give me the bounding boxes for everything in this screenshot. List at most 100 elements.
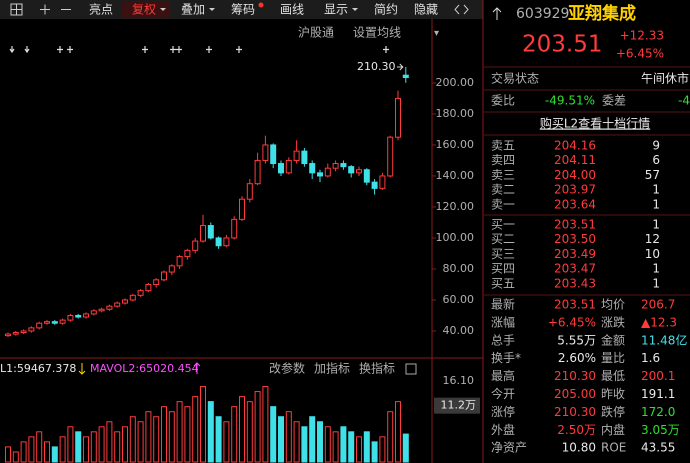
link[interactable]: 沪股通 [298,26,334,40]
volume-bar [309,416,316,463]
label: 委差 [602,94,626,108]
max-arrow [397,63,404,71]
label: 交易状态 [491,71,539,86]
toolbar-button[interactable]: 亮点 [89,2,113,17]
volume-bar [363,431,370,463]
candle-body [387,136,394,177]
toolbar-button[interactable]: 画线 [280,3,304,17]
toolbar-button[interactable]: 筹码 [231,3,255,17]
icon[interactable] [405,363,417,375]
back-arrow[interactable] [492,7,502,20]
stat-label: 今开 [491,386,515,401]
volume-bar [215,416,222,463]
value: -49.51% [545,94,595,108]
volume-bar [340,426,347,463]
book-volume: 12 [645,232,660,246]
volume-bar [254,391,261,463]
candle-body [254,159,261,185]
indicator-button[interactable]: 加指标 [314,361,350,376]
book-label: 买一 [491,218,515,232]
l2-link[interactable]: 购买L2查看十档行情 [540,116,650,131]
stat-label: 跌停 [601,404,625,419]
volume-bar [332,431,339,463]
candle-body [395,97,401,138]
caret [209,8,215,11]
candle-body [278,163,284,174]
candle-body [90,310,97,315]
stat-value: 203.51 [554,298,596,312]
volume-bar [324,426,331,463]
stat-value: 1.6 [641,351,660,365]
volume-bar [246,401,253,463]
stat-value: 2.60% [558,351,596,365]
volume-bar [122,426,128,463]
indicator-button[interactable]: 换指标 [359,361,395,376]
y-tick-label: 120.00 [436,200,475,213]
stat-label: 内盘 [601,422,625,437]
stat-value: 5.55万 [557,333,596,347]
volume-bar [176,401,183,463]
book-volume: 1 [652,276,660,290]
candle-body [246,183,253,200]
vol-current: 11.2万 [441,399,477,412]
toolbar-button[interactable]: 简约 [374,2,398,17]
volume-bar [90,431,97,463]
stat-label: ROE [601,441,626,455]
volume-bar [44,441,50,463]
book-label: 买二 [491,232,515,246]
volume-bar [51,446,58,463]
volume-bar [83,436,89,463]
book-price: 204.11 [554,153,596,167]
caret [160,8,166,11]
book-price: 204.16 [554,139,596,153]
candle-body [184,249,191,258]
book-price: 203.47 [554,262,596,276]
candle-body [153,279,160,285]
candle-body [293,150,300,161]
vol-legend: L1:59467.378 [0,362,76,375]
link[interactable]: 设置均线 [353,26,401,40]
toolbar-button[interactable]: 隐藏 [414,3,438,17]
volume-bar [106,421,113,463]
candle-body [340,163,347,168]
stat-label: 昨收 [601,387,625,401]
volume-bar [98,426,105,463]
book-volume: 1 [652,262,660,276]
volume-bar [270,406,277,463]
y-tick-label: 200.00 [436,76,475,89]
label: 委比 [491,94,515,108]
toolbar-button[interactable]: 显示 [324,3,348,17]
y-tick-label: 160.00 [436,138,475,151]
dot [258,2,264,8]
stat-label: 涨跌 [601,314,625,329]
candle-body [122,299,128,304]
book-label: 卖四 [491,153,515,167]
y-tick-label: 40.00 [443,324,475,337]
book-price: 204.00 [554,168,596,182]
stock-code: 603929 [516,6,569,22]
y-tick-label: 100.00 [436,231,475,244]
book-label: 卖三 [491,168,515,182]
candle-body [231,218,238,239]
volume-bar [285,411,292,463]
candle-body [98,308,105,312]
indicator-button[interactable]: 改参数 [269,361,305,376]
collapse-icon[interactable] [454,4,469,15]
toolbar-button[interactable]: 叠加 [181,3,205,17]
book-price: 203.97 [554,183,596,197]
volume-bar [371,441,378,463]
candle-body [161,271,167,281]
candle-body [356,169,362,174]
arrow [193,362,201,374]
vol-current-box [434,397,480,414]
candle-body [317,172,323,177]
candle-body [129,294,136,301]
candle-body [83,313,89,318]
candle-body [168,265,175,273]
candle-body [348,166,355,174]
stat-label: 最低 [601,369,625,383]
stat-value: 205.00 [554,387,596,401]
candle-body [363,169,370,183]
toolbar-button[interactable]: 复权 [132,3,156,17]
